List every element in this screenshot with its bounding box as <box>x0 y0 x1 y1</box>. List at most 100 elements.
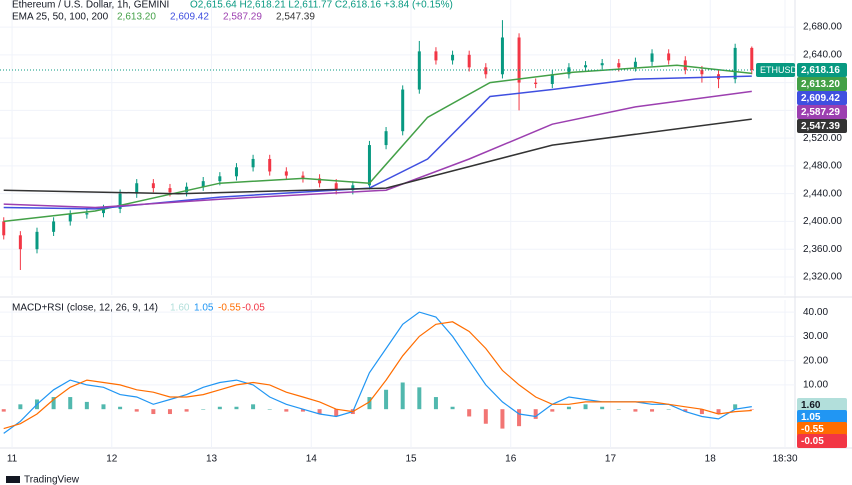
histogram-bar <box>467 409 472 417</box>
legend-value: 2,613.20 <box>117 12 156 23</box>
candle-body <box>151 183 155 189</box>
value-box <box>797 398 847 412</box>
legend-value: -0.55 <box>218 303 241 314</box>
histogram-bar <box>300 409 305 412</box>
candle-body <box>85 213 89 215</box>
histogram-bar <box>566 406 571 410</box>
histogram-bar <box>533 409 538 419</box>
candle-body <box>650 53 654 62</box>
histogram-bar <box>666 409 671 410</box>
y-tick-label: 30.00 <box>803 331 828 342</box>
candle-body <box>135 183 139 194</box>
candle-body <box>633 61 637 68</box>
ema-line <box>3 118 752 195</box>
y-tick-label: 2,360.00 <box>803 244 842 255</box>
candle-body <box>201 181 205 187</box>
candle-body <box>18 235 22 250</box>
macd-line <box>3 321 752 430</box>
candle-body <box>484 67 488 75</box>
candle-body <box>750 47 754 70</box>
value-box-label: 1.05 <box>801 412 821 423</box>
histogram-bar <box>151 409 156 415</box>
histogram-bar <box>550 409 555 412</box>
histogram-bar <box>500 409 505 429</box>
histogram-bar <box>18 404 23 410</box>
candle-body <box>584 65 588 68</box>
histogram-bar <box>400 382 405 410</box>
histogram-bar <box>616 409 621 410</box>
x-tick-label: 14 <box>306 454 318 465</box>
histogram-bar <box>118 406 123 410</box>
value-box-label: -0.05 <box>801 436 824 447</box>
candle-body <box>218 176 222 182</box>
histogram-bar <box>201 409 206 410</box>
candle-body <box>534 82 538 84</box>
histogram-bar <box>334 409 339 417</box>
value-box-label: 2,613.20 <box>801 79 840 90</box>
histogram-bar <box>51 397 56 410</box>
y-tick-label: 40.00 <box>803 307 828 318</box>
value-box <box>797 422 847 436</box>
x-tick-label: 15 <box>405 454 417 465</box>
legend-symbol: Ethereum / U.S. Dollar, 1h, GEMINI <box>12 0 169 11</box>
histogram-bar <box>716 409 721 415</box>
y-tick-label: 2,480.00 <box>803 161 842 172</box>
ema-line <box>3 64 752 223</box>
histogram-bar <box>167 409 172 415</box>
histogram-bar <box>68 397 73 410</box>
candle-body <box>168 188 172 193</box>
brand-logo <box>6 476 20 483</box>
histogram-bar <box>683 409 688 412</box>
y-tick-label: 2,520.00 <box>803 133 842 144</box>
candle-body <box>700 70 704 75</box>
legend-title: MACD+RSI (close, 12, 26, 9, 14) <box>12 303 158 314</box>
histogram-bar <box>251 404 256 410</box>
candle-body <box>284 171 288 176</box>
histogram-bar <box>583 404 588 410</box>
candle-body <box>667 53 671 61</box>
candle-body <box>550 74 554 84</box>
candle-body <box>68 214 72 222</box>
value-box <box>797 76 847 91</box>
legend-value: 2,609.42 <box>170 12 209 23</box>
symbol-label: ETHUSD <box>760 65 798 75</box>
value-box-label: 2,618.16 <box>801 65 840 76</box>
candle-body <box>683 60 687 71</box>
histogram-bar <box>367 397 372 410</box>
legend-value: 2,547.39 <box>276 12 315 23</box>
y-tick-label: 2,440.00 <box>803 188 842 199</box>
candle-body <box>318 178 322 184</box>
value-box-label: -0.55 <box>801 424 824 435</box>
histogram-bar <box>417 387 422 410</box>
y-tick-label: 2,640.00 <box>803 49 842 60</box>
x-tick-label: 13 <box>206 454 218 465</box>
y-tick-label: 2,320.00 <box>803 272 842 283</box>
histogram-bar <box>284 409 289 412</box>
candle-body <box>35 231 39 250</box>
candle-body <box>617 63 621 68</box>
legend-value: 1.05 <box>194 303 214 314</box>
y-tick-label: 2,400.00 <box>803 216 842 227</box>
histogram-bar <box>101 404 106 410</box>
legend-value: -0.05 <box>242 303 265 314</box>
histogram-bar <box>234 406 239 410</box>
histogram-bar <box>184 409 189 412</box>
y-tick-label: 2,680.00 <box>803 22 842 33</box>
histogram-bar <box>517 409 522 427</box>
histogram-bar <box>317 409 322 415</box>
candle-body <box>600 63 604 66</box>
histogram-bar <box>733 404 738 410</box>
histogram-bar <box>217 406 222 410</box>
ema-line <box>3 90 752 209</box>
value-box <box>797 62 847 77</box>
x-tick-label: 18 <box>705 454 717 465</box>
candle-body <box>251 158 255 168</box>
candle-body <box>500 37 504 75</box>
histogram-bar <box>134 409 139 412</box>
candle-body <box>101 208 105 214</box>
value-box <box>797 90 847 105</box>
candle-body <box>185 186 189 193</box>
